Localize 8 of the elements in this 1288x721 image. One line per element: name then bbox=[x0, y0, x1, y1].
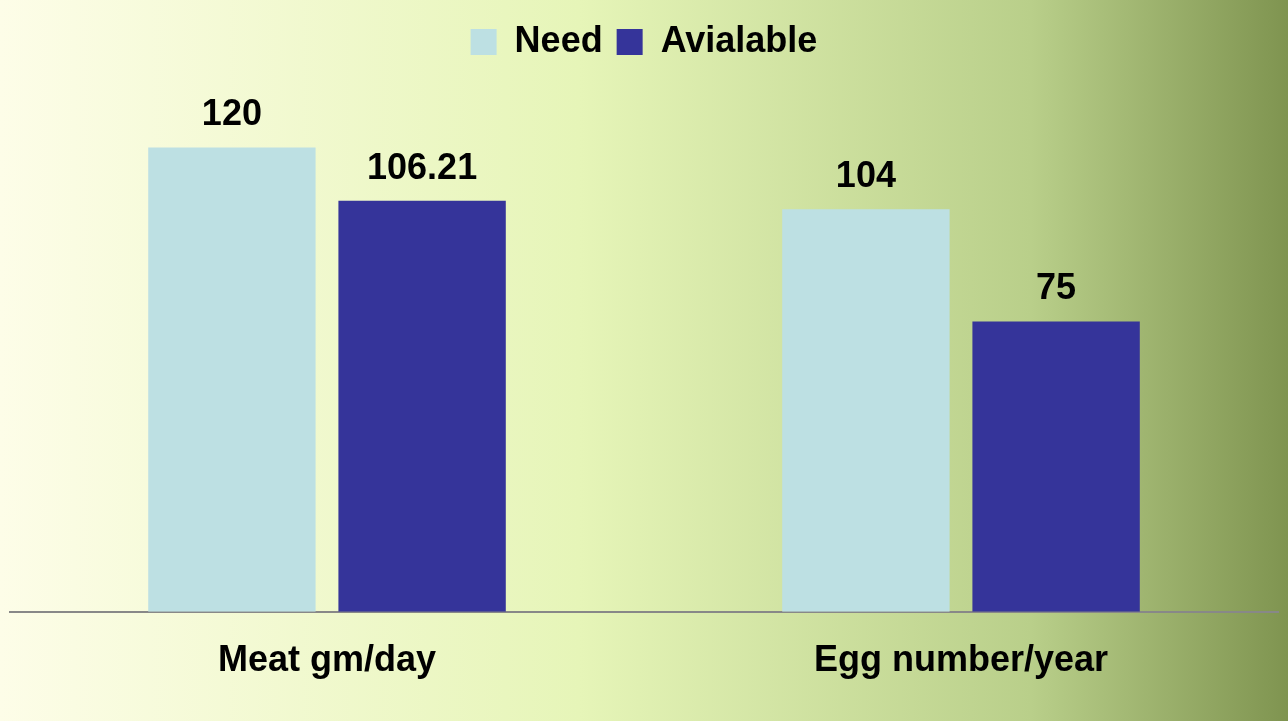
data-label: 120 bbox=[201, 92, 262, 134]
data-label: 75 bbox=[1036, 266, 1077, 308]
x-tick-label: Egg number/year bbox=[813, 638, 1109, 680]
data-label: 104 bbox=[835, 154, 896, 196]
legend-label: Need bbox=[514, 18, 603, 60]
legend-label: Avialable bbox=[660, 18, 818, 60]
data-label: 106.21 bbox=[367, 145, 478, 187]
x-tick-label: Meat gm/day bbox=[217, 638, 437, 680]
